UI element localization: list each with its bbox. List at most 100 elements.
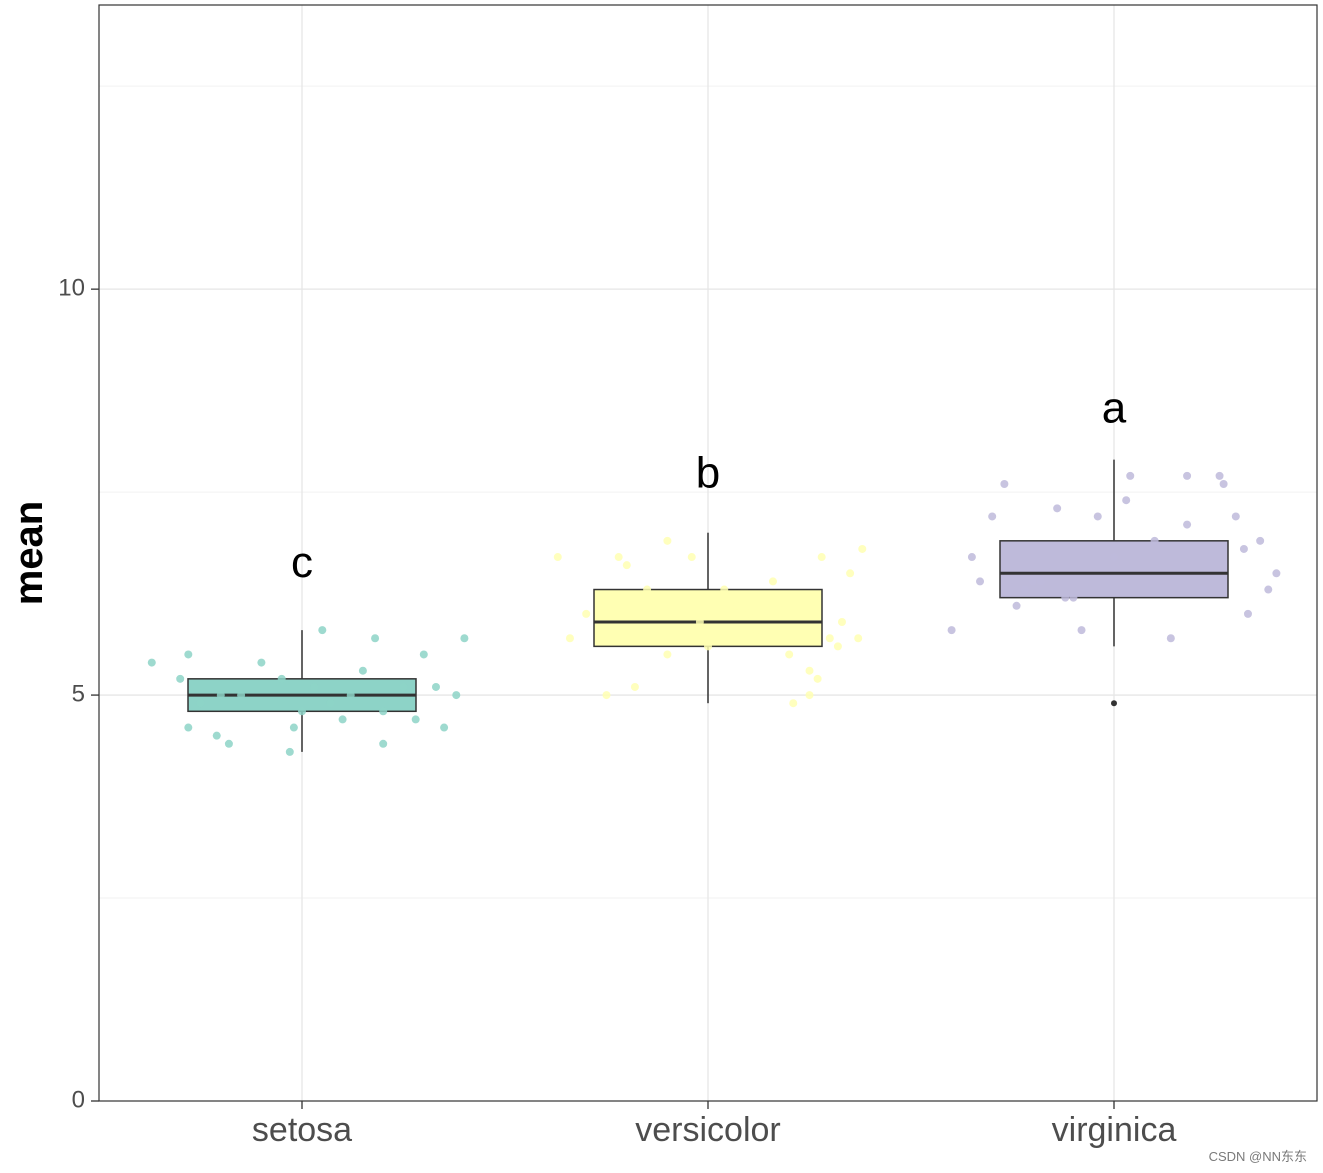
data-point-versicolor xyxy=(854,634,863,643)
data-point-versicolor xyxy=(704,642,712,651)
data-point-setosa xyxy=(460,634,469,643)
data-point-versicolor xyxy=(858,544,867,553)
data-point-virginica xyxy=(1183,520,1192,529)
data-point-virginica xyxy=(1036,577,1045,586)
data-point-versicolor xyxy=(768,577,777,586)
data-point-setosa xyxy=(371,634,380,643)
data-point-setosa xyxy=(147,658,156,667)
data-point-versicolor xyxy=(565,634,574,643)
data-point-versicolor xyxy=(614,553,623,562)
data-point-virginica xyxy=(1061,593,1070,602)
data-point-versicolor xyxy=(582,609,591,618)
y-tick-label: 5 xyxy=(72,680,85,707)
data-point-versicolor xyxy=(602,691,611,700)
box-setosa xyxy=(187,630,417,752)
data-point-versicolor xyxy=(720,585,729,594)
watermark: CSDN @NN东东 xyxy=(1208,1149,1307,1164)
data-point-virginica xyxy=(1069,593,1078,602)
data-point-virginica xyxy=(1053,504,1062,513)
data-point-virginica xyxy=(1122,496,1131,505)
data-point-setosa xyxy=(257,658,266,667)
data-point-setosa xyxy=(440,723,449,732)
data-point-setosa xyxy=(277,674,286,683)
data-point-setosa xyxy=(298,707,306,716)
data-point-setosa xyxy=(379,707,388,716)
data-point-setosa xyxy=(358,666,367,675)
data-point-setosa xyxy=(196,699,205,708)
data-point-versicolor xyxy=(813,674,822,683)
data-point-virginica xyxy=(1199,585,1208,594)
data-point-virginica xyxy=(1239,544,1248,553)
data-point-virginica xyxy=(1243,609,1252,618)
data-point-virginica xyxy=(1012,601,1021,610)
data-point-setosa xyxy=(419,650,428,659)
data-point-versicolor xyxy=(805,666,814,675)
data-point-virginica xyxy=(947,626,956,635)
data-point-versicolor xyxy=(687,553,696,562)
data-point-virginica xyxy=(1215,471,1224,480)
data-point-virginica xyxy=(1077,626,1086,635)
axes: 0 5 10 setosa versicolor virginica mean xyxy=(7,274,1176,1149)
data-point-versicolor xyxy=(817,553,826,562)
outlier-point xyxy=(1111,700,1117,707)
data-point-setosa xyxy=(184,650,193,659)
significance-letter-virginica: a xyxy=(1102,384,1127,433)
data-point-setosa xyxy=(431,682,440,691)
data-point-versicolor xyxy=(622,561,631,570)
y-tick-label: 0 xyxy=(72,1086,85,1113)
data-point-versicolor xyxy=(789,699,798,708)
data-point-setosa xyxy=(184,723,193,732)
box-virginica xyxy=(999,459,1229,707)
data-point-setosa xyxy=(411,715,420,724)
data-point-setosa xyxy=(452,691,461,700)
significance-letters: c b a xyxy=(291,384,1127,587)
data-point-setosa xyxy=(326,699,335,708)
data-point-versicolor xyxy=(785,650,794,659)
data-point-virginica xyxy=(1264,585,1273,594)
data-point-versicolor xyxy=(695,618,704,627)
data-point-setosa xyxy=(399,682,408,691)
x-tick-label-virginica: virginica xyxy=(1052,1111,1177,1149)
data-point-versicolor xyxy=(663,536,672,545)
data-point-setosa xyxy=(237,691,246,700)
data-point-setosa xyxy=(176,674,185,683)
jitter-points xyxy=(147,471,1281,756)
data-point-virginica xyxy=(1020,585,1029,594)
data-point-versicolor xyxy=(825,634,834,643)
data-point-versicolor xyxy=(630,682,639,691)
x-tick-label-setosa: setosa xyxy=(252,1111,352,1149)
data-point-setosa xyxy=(310,682,319,691)
data-point-setosa xyxy=(212,731,221,740)
data-point-versicolor xyxy=(553,553,562,562)
data-point-setosa xyxy=(224,739,233,748)
x-tick-label-versicolor: versicolor xyxy=(635,1111,780,1149)
data-point-setosa xyxy=(289,723,298,732)
data-point-versicolor xyxy=(833,642,842,651)
data-point-versicolor xyxy=(643,585,652,594)
data-point-virginica xyxy=(1150,536,1159,545)
box-versicolor xyxy=(593,532,823,704)
y-axis-label: mean xyxy=(7,501,51,606)
data-point-virginica xyxy=(1166,634,1175,643)
data-point-virginica xyxy=(1000,479,1009,488)
box-rect xyxy=(593,588,823,648)
y-tick-label: 10 xyxy=(58,274,85,301)
data-point-virginica xyxy=(1183,471,1192,480)
data-point-setosa xyxy=(346,691,355,700)
data-point-virginica xyxy=(976,577,985,586)
box-rect xyxy=(999,540,1229,599)
data-point-versicolor xyxy=(752,626,761,635)
data-point-versicolor xyxy=(837,618,846,627)
data-point-virginica xyxy=(1231,512,1240,521)
data-point-versicolor xyxy=(744,609,753,618)
data-point-versicolor xyxy=(846,569,855,578)
data-point-virginica xyxy=(1219,479,1228,488)
data-point-virginica xyxy=(1126,471,1135,480)
data-point-virginica xyxy=(1093,512,1102,521)
significance-letter-setosa: c xyxy=(291,538,313,587)
data-point-virginica xyxy=(1110,553,1118,562)
data-point-setosa xyxy=(379,739,388,748)
data-point-setosa xyxy=(216,691,225,700)
box-group xyxy=(187,459,1229,752)
